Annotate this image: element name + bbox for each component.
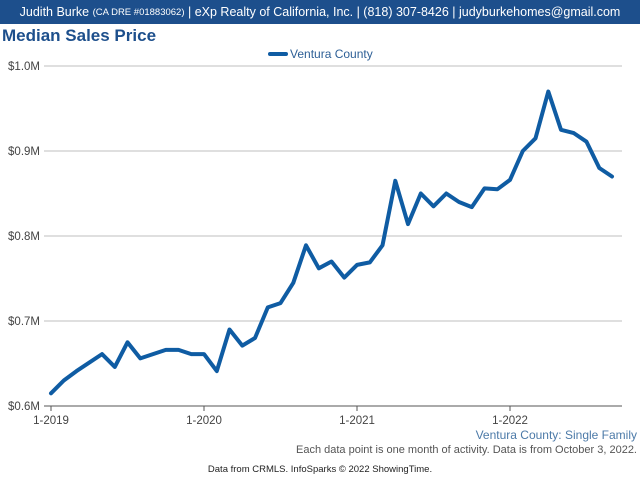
series-caption: Ventura County: Single Family xyxy=(475,428,637,442)
x-tick-label: 1-2020 xyxy=(186,415,222,427)
y-tick-label: $0.8M xyxy=(8,231,40,243)
legend-label: Ventura County xyxy=(290,47,373,61)
agent-details: | eXp Realty of California, Inc. | (818)… xyxy=(187,5,621,19)
agent-header: Judith Burke (CA DRE #01883062) | eXp Re… xyxy=(0,0,640,24)
y-tick-label: $1.0M xyxy=(8,61,40,73)
chart-title: Median Sales Price xyxy=(2,26,157,45)
series-line xyxy=(49,89,614,396)
x-tick-label: 1-2021 xyxy=(339,415,375,427)
data-note: Each data point is one month of activity… xyxy=(296,444,637,456)
x-tick-label: 1-2022 xyxy=(492,415,528,427)
data-source-footer: Data from CRMLS. InfoSparks © 2022 Showi… xyxy=(207,464,433,475)
y-tick-label: $0.9M xyxy=(8,146,40,158)
agent-name: Judith Burke xyxy=(19,5,90,19)
y-tick-label: $0.7M xyxy=(8,316,40,328)
y-tick-label: $0.6M xyxy=(8,401,40,413)
agent-license: (CA DRE #01883062) xyxy=(92,6,185,18)
x-tick-label: 1-2019 xyxy=(33,415,69,427)
